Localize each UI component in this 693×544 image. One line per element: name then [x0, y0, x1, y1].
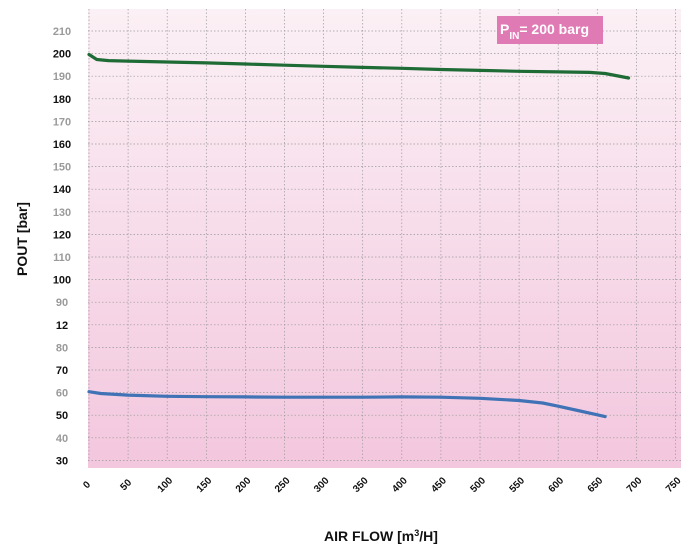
badge-subscript: IN — [509, 31, 519, 42]
y-tick-label: 120 — [53, 229, 71, 241]
y-tick-label: 40 — [56, 433, 68, 445]
x-tick-label: 300 — [312, 475, 332, 495]
x-tick-label: 50 — [119, 477, 135, 493]
y-axis-ticks: 210 200 190 180 170 160 150 140 130 120 110 100 90 12… — [53, 26, 71, 467]
y-tick-label: 60 — [56, 388, 68, 400]
series-line-2 — [87, 390, 607, 419]
x-tick-label: 450 — [429, 475, 449, 495]
x-tick-label: 600 — [547, 475, 567, 495]
x-tick-label: 100 — [156, 475, 176, 495]
x-tick-label: 700 — [625, 475, 645, 495]
series-line-1 — [87, 52, 631, 80]
y-tick-label: 30 — [56, 455, 68, 467]
y-tick-label: 90 — [56, 297, 68, 309]
badge-p: P — [500, 21, 509, 37]
y-tick-label: 190 — [53, 71, 71, 83]
x-tick-label: 0 — [81, 479, 93, 491]
grid-lines — [88, 9, 681, 461]
x-axis-label: AIR FLOW [m3/H] — [324, 528, 438, 544]
y-tick-label: 210 — [53, 26, 71, 38]
y-tick-label: 12 — [56, 320, 68, 332]
plot-area — [88, 9, 681, 468]
x-axis-label-tail: /H] — [419, 528, 438, 544]
x-tick-label: 750 — [664, 475, 684, 495]
x-tick-label: 400 — [390, 475, 410, 495]
x-axis-label-superscript: 3 — [414, 528, 419, 538]
x-tick-label: 150 — [195, 475, 215, 495]
y-tick-label: 170 — [53, 116, 71, 128]
y-tick-label: 80 — [56, 342, 68, 354]
y-tick-label: 140 — [53, 184, 71, 196]
x-tick-label: 350 — [351, 475, 371, 495]
y-tick-label: 130 — [53, 207, 71, 219]
y-tick-label: 50 — [56, 410, 68, 422]
y-tick-label: 200 — [53, 49, 71, 61]
x-tick-label: 500 — [468, 475, 488, 495]
y-tick-label: 150 — [53, 162, 71, 174]
inlet-pressure-badge-bg — [497, 16, 603, 44]
y-tick-label: 180 — [53, 94, 71, 106]
x-tick-label: 550 — [508, 475, 528, 495]
x-tick-label: 200 — [234, 475, 254, 495]
x-axis-label-main: AIR FLOW [m — [324, 528, 414, 544]
y-tick-label: 70 — [56, 365, 68, 377]
inlet-pressure-badge: PIN= 200 barg — [497, 16, 603, 44]
badge-value: = 200 barg — [519, 21, 589, 37]
y-tick-label: 160 — [53, 139, 71, 151]
y-tick-label: 100 — [53, 275, 71, 287]
x-tick-label: 250 — [273, 475, 293, 495]
y-axis-label: POUT [bar] — [14, 202, 30, 276]
series-layer — [87, 52, 631, 419]
x-axis-ticks: 0 50 100 150 200 250 300 350 400 450 500 550 600 650 7… — [81, 475, 683, 495]
inlet-pressure-badge-text: PIN= 200 barg — [500, 21, 589, 42]
x-tick-label: 650 — [586, 475, 606, 495]
y-tick-label: 110 — [53, 252, 71, 264]
